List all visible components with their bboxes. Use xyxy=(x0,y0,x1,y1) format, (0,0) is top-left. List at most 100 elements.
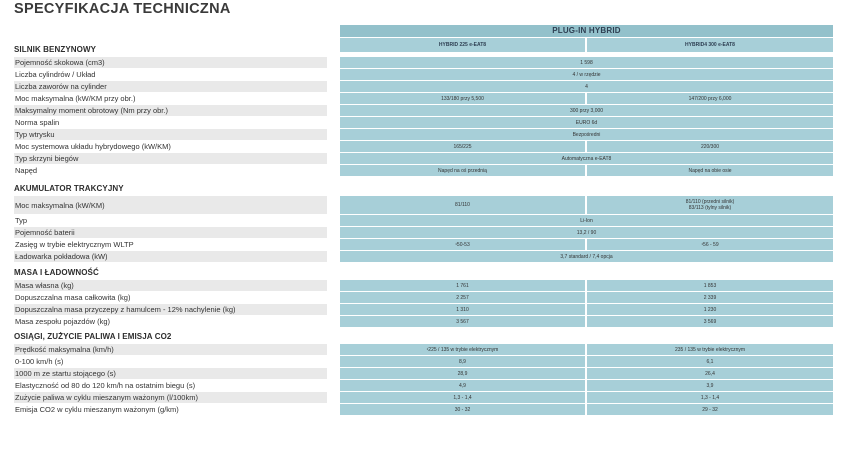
table-row: Moc systemowa układu hybrydowego (kW/KM)… xyxy=(14,141,833,152)
table-row: Dopuszczalna masa przyczepy z hamulcem -… xyxy=(14,304,833,315)
row-value-hybrid-225: 165/225 xyxy=(340,141,585,152)
row-value-hybrid4-300: 6,1 xyxy=(587,356,833,367)
row-value-hybrid-225: 133/180 przy 5,500 xyxy=(340,93,585,104)
row-label: 0-100 km/h (s) xyxy=(15,357,64,366)
row-value-hybrid4-300: 1 853 xyxy=(587,280,833,291)
table-row: Norma spalin EURO 6d xyxy=(14,117,833,128)
row-value-hybrid4-300: 26,4 xyxy=(587,368,833,379)
model-header-row: HYBRID 225 e-EAT8 HYBRID4 300 e-EAT8 xyxy=(340,38,833,52)
section-title-masa-i-ladownosc: MASA I ŁADOWNOŚĆ xyxy=(14,268,99,277)
row-label: Masa własna (kg) xyxy=(14,280,327,291)
row-value: 13,2 / 90 xyxy=(340,227,833,238)
table-row: Typ Li-Ion xyxy=(14,215,833,226)
row-label: Liczba cylindrów / Układ xyxy=(15,70,96,79)
table-row: Moc maksymalna (kW/KM) 81/110 81/110 (prz… xyxy=(14,196,833,214)
row-label: Moc maksymalna (kW/KM przy obr.) xyxy=(15,94,136,103)
row-value-hybrid-225: 1 310 xyxy=(340,304,585,315)
row-label: Emisja CO2 w cyklu mieszanym ważonym (g/… xyxy=(15,405,179,414)
table-row: Ładowarka pokładowa (kW) 3,7 standard / … xyxy=(14,251,833,262)
row-label: Typ wtrysku xyxy=(14,129,327,140)
table-row: Typ wtrysku Bezpośredni xyxy=(14,129,833,140)
row-value-hybrid-225: 4,9 xyxy=(340,380,585,391)
row-value-hybrid-225: 1 761 xyxy=(340,280,585,291)
table-row: 1000 m ze startu stojącego (s) 28,9 26,4 xyxy=(14,368,833,379)
row-value-hybrid-225: ¹225 / 135 w trybie elektrycznym xyxy=(340,344,585,355)
row-label: Dopuszczalna masa całkowita (kg) xyxy=(15,293,131,302)
table-row: Pojemność baterii 13,2 / 90 xyxy=(14,227,833,238)
row-label: Typ xyxy=(15,216,28,225)
row-value-hybrid-225: 3 567 xyxy=(340,316,585,327)
plug-in-hybrid-label: PLUG-IN HYBRID xyxy=(552,26,621,35)
row-label: Dopuszczalna masa przyczepy z hamulcem -… xyxy=(14,304,327,315)
row-label: Pojemność baterii xyxy=(14,227,327,238)
table-row: 0-100 km/h (s) 8,9 6,1 xyxy=(14,356,833,367)
row-label: Norma spalin xyxy=(15,118,60,127)
row-value-hybrid-225: ¹50-53 xyxy=(340,239,585,250)
table-row: Dopuszczalna masa całkowita (kg) 2 257 2 … xyxy=(14,292,833,303)
row-label: Zużycie paliwa w cyklu mieszanym ważonym… xyxy=(14,392,327,403)
row-value: Automatyczna e-EAT8 xyxy=(340,153,833,164)
table-row: Emisja CO2 w cyklu mieszanym ważonym (g/… xyxy=(14,404,833,415)
row-value-line: 83/113 (tylny silnik) xyxy=(688,205,732,211)
row-value: 4 / w rzędzie xyxy=(340,69,833,80)
table-row: Napęd Napęd na oś przednią Napęd na obie … xyxy=(14,165,833,176)
row-value-hybrid-225: 2 257 xyxy=(340,292,585,303)
row-label: Moc systemowa układu hybrydowego (kW/KM) xyxy=(15,142,171,151)
page-title: SPECYFIKACJA TECHNICZNA xyxy=(14,1,231,17)
row-label: Masa zespołu pojazdów (kg) xyxy=(15,317,111,326)
row-label: Napęd xyxy=(15,166,38,175)
table-row: Moc maksymalna (kW/KM przy obr.) 133/180… xyxy=(14,93,833,104)
row-value-hybrid-225: 8,9 xyxy=(340,356,585,367)
row-value: Li-Ion xyxy=(340,215,833,226)
table-row: Zasięg w trybie elektrycznym WLTP ¹50-53… xyxy=(14,239,833,250)
row-value: 3,7 standard / 7,4 opcja xyxy=(340,251,833,262)
row-label: Maksymalny moment obrotowy (Nm przy obr.… xyxy=(14,105,327,116)
row-label: Typ skrzyni biegów xyxy=(14,153,327,164)
row-value-line: 81/110 (przedni silnik) xyxy=(685,199,735,205)
row-value: 4 xyxy=(340,81,833,92)
row-label: Liczba zaworów na cylinder xyxy=(14,81,327,92)
row-value-hybrid4-300: 29 - 32 xyxy=(587,404,833,415)
table-row: Prędkość maksymalna (km/h) ¹225 / 135 w … xyxy=(14,344,833,355)
table-row: Liczba zaworów na cylinder 4 xyxy=(14,81,833,92)
row-value-hybrid4-300: 1 230 xyxy=(587,304,833,315)
model-hybrid4-300-header: HYBRID4 300 e-EAT8 xyxy=(587,38,833,52)
table-row: Maksymalny moment obrotowy (Nm przy obr.… xyxy=(14,105,833,116)
row-value-hybrid4-300: 81/110 (przedni silnik) 83/113 (tylny sil… xyxy=(587,196,833,214)
row-value-hybrid4-300: 1,3 - 1,4 xyxy=(587,392,833,403)
table-row: Zużycie paliwa w cyklu mieszanym ważonym… xyxy=(14,392,833,403)
table-row: Masa zespołu pojazdów (kg) 3 567 3 569 xyxy=(14,316,833,327)
table-row: Typ skrzyni biegów Automatyczna e-EAT8 xyxy=(14,153,833,164)
row-label: Pojemność skokowa (cm3) xyxy=(14,57,327,68)
section-title-akumulator-trakcyjny: AKUMULATOR TRAKCYJNY xyxy=(14,184,124,193)
row-value: 300 przy 3,000 xyxy=(340,105,833,116)
section-title-silnik-benzynowy: SILNIK BENZYNOWY xyxy=(14,45,97,54)
row-value-hybrid4-300: 3,9 xyxy=(587,380,833,391)
row-value-hybrid4-300: ¹56 - 59 xyxy=(587,239,833,250)
row-label: Elastyczność od 80 do 120 km/h na ostatn… xyxy=(15,381,196,390)
row-value-hybrid4-300: 3 569 xyxy=(587,316,833,327)
row-value: 1 598 xyxy=(340,57,833,68)
model-hybrid-225-header: HYBRID 225 e-EAT8 xyxy=(340,38,585,52)
table-row: Elastyczność od 80 do 120 km/h na ostatn… xyxy=(14,380,833,391)
row-value: EURO 6d xyxy=(340,117,833,128)
table-row: Masa własna (kg) 1 761 1 853 xyxy=(14,280,833,291)
row-value-hybrid4-300: 147/200 przy 6,000 xyxy=(587,93,833,104)
row-value-hybrid-225: 1,3 - 1,4 xyxy=(340,392,585,403)
row-label: Zasięg w trybie elektrycznym WLTP xyxy=(15,240,134,249)
row-value-hybrid4-300: Napęd na obie osie xyxy=(587,165,833,176)
row-value: Bezpośredni xyxy=(340,129,833,140)
row-value-hybrid-225: 28,9 xyxy=(340,368,585,379)
row-label: Ładowarka pokładowa (kW) xyxy=(14,251,327,262)
row-value-hybrid4-300: 2 339 xyxy=(587,292,833,303)
section-title-osiagi: OSIĄGI, ZUŻYCIE PALIWA I EMISJA CO2 xyxy=(14,332,172,341)
row-label: Moc maksymalna (kW/KM) xyxy=(14,196,327,214)
row-value-hybrid4-300: 220/300 xyxy=(587,141,833,152)
row-label: Prędkość maksymalna (km/h) xyxy=(14,344,327,355)
table-row: Pojemność skokowa (cm3) 1 598 xyxy=(14,57,833,68)
row-label: 1000 m ze startu stojącego (s) xyxy=(14,368,327,379)
row-value-hybrid4-300: 235 / 135 w trybie elektrycznym xyxy=(587,344,833,355)
row-value-hybrid-225: 30 - 32 xyxy=(340,404,585,415)
row-value-hybrid-225: 81/110 xyxy=(340,196,585,214)
plug-in-hybrid-header: PLUG-IN HYBRID xyxy=(340,25,833,37)
